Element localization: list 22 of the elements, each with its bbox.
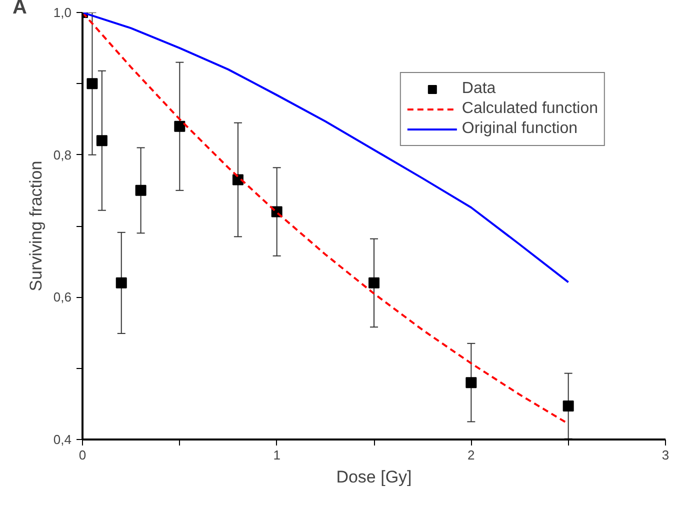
- point: [96, 135, 108, 146]
- point: [368, 277, 380, 288]
- y-tick-label: 0,6: [53, 290, 72, 305]
- point: [466, 377, 477, 388]
- point: [86, 78, 98, 90]
- text: A: [12, 0, 27, 18]
- x-tick-label: 1: [273, 448, 280, 462]
- x-axis-title: Dose [Gy]: [336, 468, 412, 486]
- y-tick-label: 1,0: [53, 5, 72, 20]
- legend-label: Data: [462, 80, 496, 98]
- point: [116, 277, 127, 288]
- point: [562, 400, 574, 412]
- y-axis-title: Surviving fraction: [26, 160, 46, 292]
- point: [135, 184, 146, 196]
- legend-label: Original function: [462, 120, 578, 138]
- y-tick-label: 0,4: [53, 432, 72, 447]
- x-tick-label: 0: [78, 448, 86, 462]
- point: [174, 120, 186, 132]
- x-tick-label: 2: [468, 448, 475, 462]
- legend-label: Calculated function: [462, 100, 598, 118]
- y-tick-label: 0,8: [53, 147, 72, 162]
- x-tick-label: 3: [662, 448, 670, 462]
